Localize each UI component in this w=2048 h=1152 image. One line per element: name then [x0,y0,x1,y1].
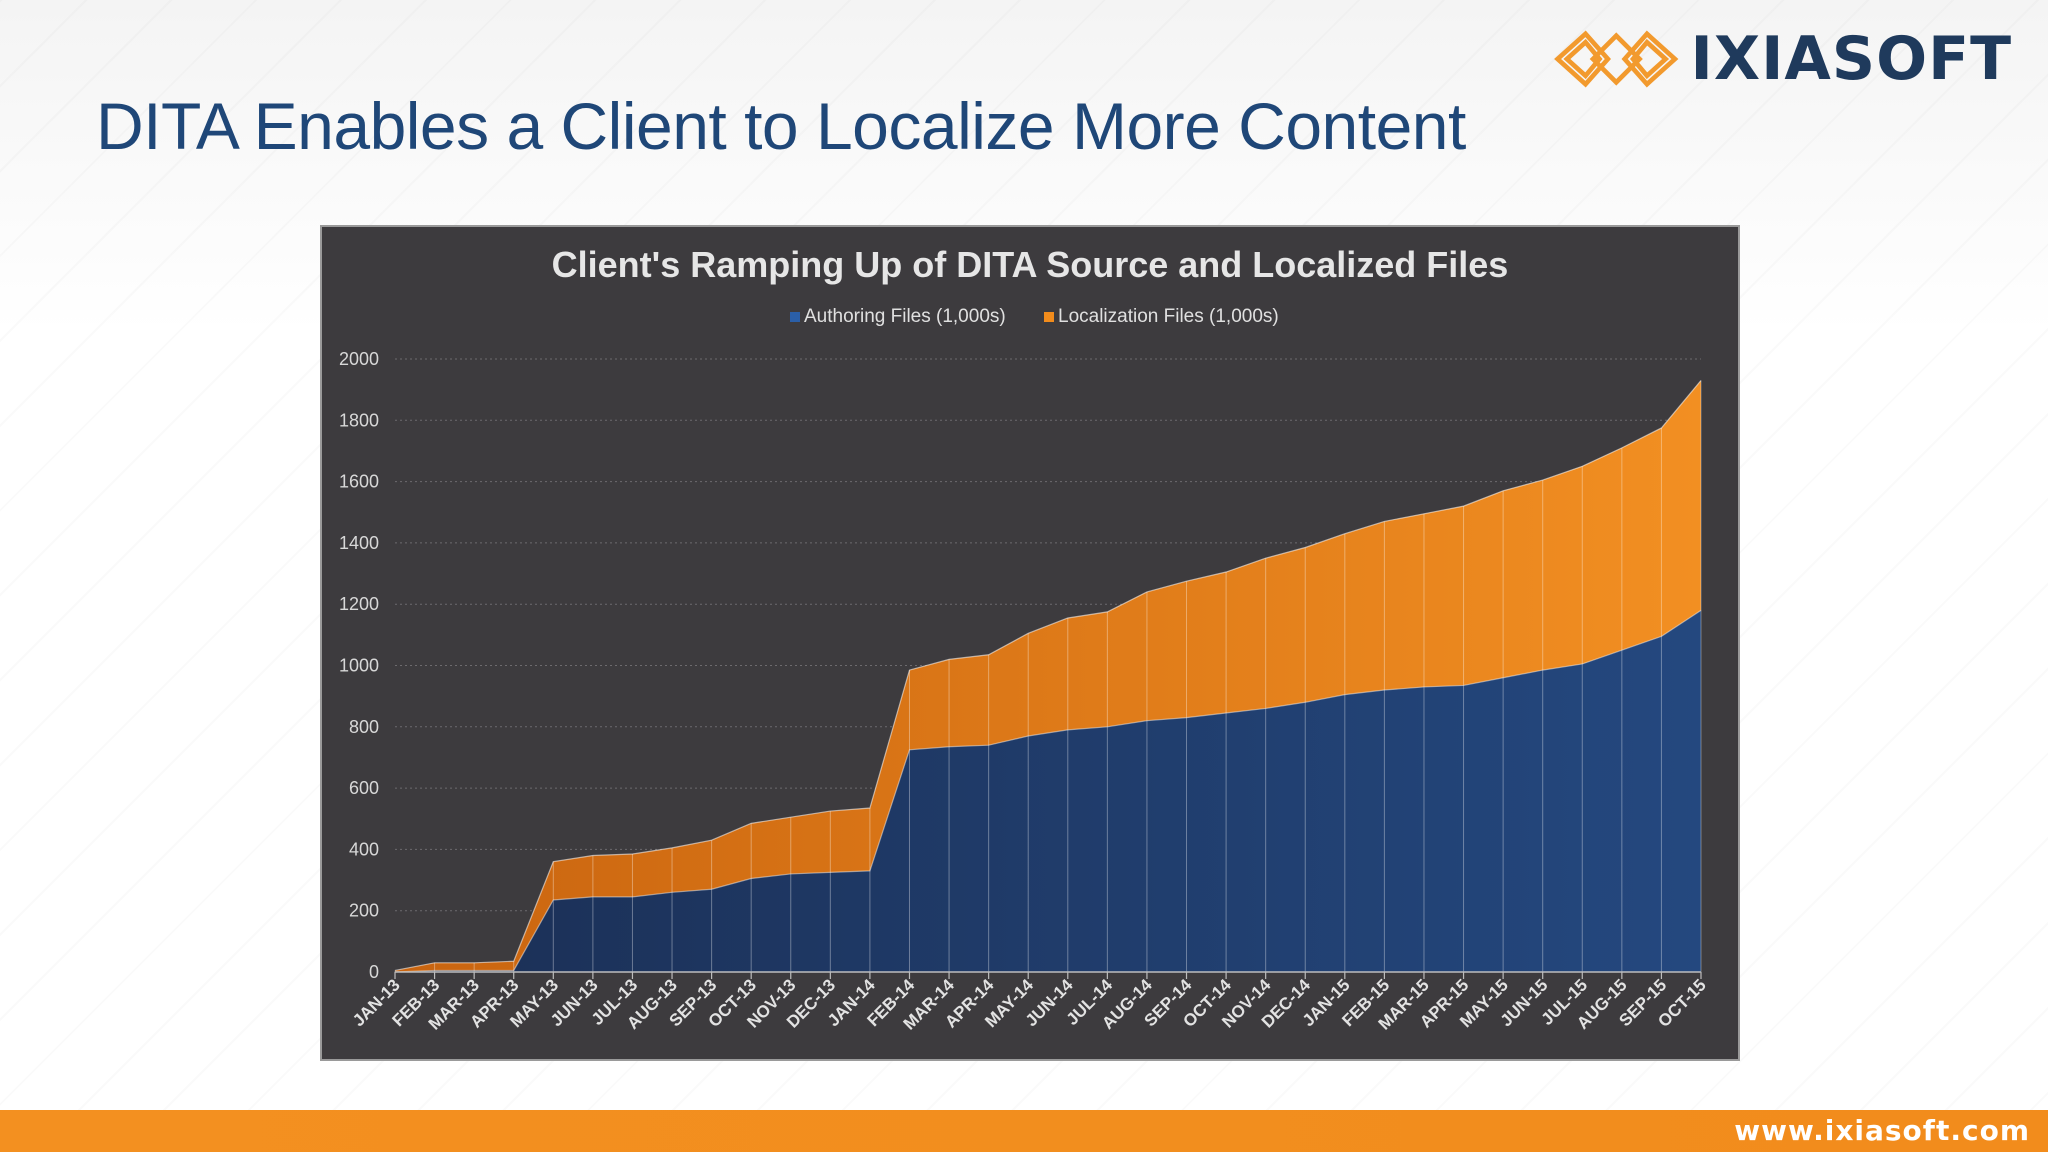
y-tick-label: 1000 [339,656,379,676]
y-tick-label: 0 [369,962,379,982]
stacked-area-chart: Client's Ramping Up of DITA Source and L… [339,244,1710,1034]
y-tick-label: 200 [349,901,379,921]
legend-label-localization: Localization Files (1,000s) [1058,306,1279,327]
slide-title: DITA Enables a Client to Localize More C… [96,89,1466,163]
series-edge-authoring [394,609,1702,973]
series-edge-localization [394,380,1702,972]
y-tick-label: 1400 [339,533,379,553]
chart-title: Client's Ramping Up of DITA Source and L… [552,244,1509,285]
footer-bar: www.ixiasoft.com [0,1110,2048,1152]
legend-label-authoring: Authoring Files (1,000s) [804,306,1006,327]
y-tick-label: 1600 [339,472,379,492]
logo-text: IXIASOFT [1690,24,2012,94]
y-tick-label: 800 [349,717,379,737]
legend-swatch-localization [1044,312,1054,322]
chart-panel: Client's Ramping Up of DITA Source and L… [320,225,1740,1061]
y-tick-label: 1800 [339,410,379,430]
legend-swatch-authoring [790,312,800,322]
interlocking-diamonds-logo-icon [1554,30,1679,88]
footer-url: www.ixiasoft.com [1734,1114,2030,1147]
y-tick-label: 600 [349,778,379,798]
series-area-localization [395,380,1701,972]
ixiasoft-logo: IXIASOFT [1552,26,2012,92]
series-area-authoring [395,610,1701,972]
y-tick-label: 2000 [339,349,379,369]
y-tick-label: 400 [349,839,379,859]
y-tick-label: 1200 [339,594,379,614]
